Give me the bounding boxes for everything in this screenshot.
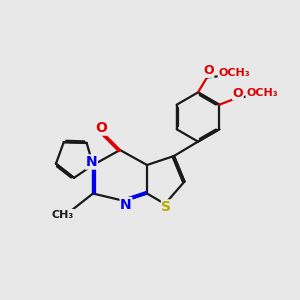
- Text: N: N: [120, 198, 132, 212]
- Text: N: N: [86, 155, 97, 169]
- Text: OCH₃: OCH₃: [218, 68, 250, 79]
- Text: O: O: [95, 121, 107, 135]
- Text: CH₃: CH₃: [52, 209, 74, 220]
- Text: O: O: [232, 87, 243, 100]
- Text: OCH₃: OCH₃: [246, 88, 278, 98]
- Text: S: S: [161, 200, 172, 214]
- Text: O: O: [203, 64, 214, 77]
